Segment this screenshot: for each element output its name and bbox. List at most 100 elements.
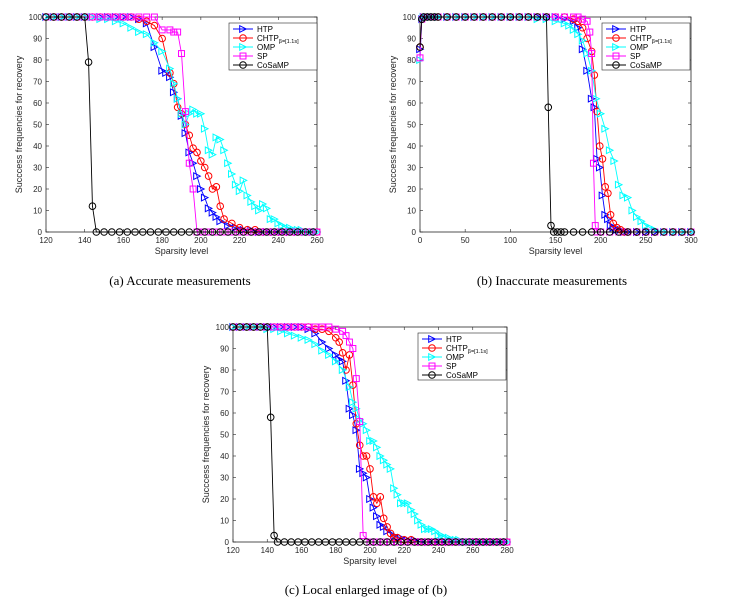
data-point — [373, 499, 381, 508]
data-point — [595, 142, 604, 150]
y-tick-label: 60 — [33, 99, 42, 108]
data-point — [170, 28, 178, 36]
data-point — [335, 338, 343, 346]
legend-label: HTP — [446, 335, 462, 344]
data-point — [687, 228, 695, 236]
y-tick-label: 100 — [29, 13, 43, 22]
data-point — [311, 340, 320, 349]
data-point — [286, 228, 294, 236]
data-point — [119, 13, 127, 21]
x-tick-label: 240 — [432, 546, 446, 555]
x-tick-label: 140 — [78, 236, 92, 245]
data-point — [304, 335, 313, 345]
legend-label: HTP — [257, 25, 273, 34]
data-point — [606, 211, 615, 219]
data-point — [524, 13, 533, 21]
data-point — [298, 323, 305, 331]
data-point — [216, 228, 225, 236]
data-point — [349, 398, 358, 407]
legend-marker — [612, 34, 620, 42]
data-point — [325, 350, 334, 360]
legend-marker — [612, 52, 620, 60]
data-point — [88, 13, 96, 21]
data-point — [646, 223, 655, 232]
y-tick-label: 20 — [407, 185, 416, 194]
y-axis-label: Succcess frequencies for recovery — [14, 55, 24, 193]
data-point — [452, 13, 460, 21]
data-point — [297, 333, 306, 342]
subfigure-caption: (b) Inaccurate measurements — [477, 273, 627, 288]
data-point — [208, 150, 217, 159]
data-point — [189, 105, 198, 114]
data-point — [208, 208, 217, 217]
data-point — [660, 228, 668, 236]
data-point — [633, 228, 641, 236]
legend-marker — [612, 24, 621, 34]
legend-marker — [428, 334, 437, 344]
data-point — [623, 193, 633, 202]
data-point — [284, 329, 293, 338]
data-point — [189, 185, 197, 193]
legend-marker — [428, 371, 436, 379]
data-point — [80, 13, 89, 21]
legend-label: OMP — [446, 353, 464, 362]
data-point — [610, 156, 619, 166]
data-point — [224, 159, 233, 168]
data-point — [369, 503, 378, 512]
data-point — [359, 452, 367, 460]
data-point — [583, 66, 592, 75]
data-point — [150, 21, 159, 30]
data-point — [588, 50, 596, 58]
y-tick-label: 0 — [38, 228, 43, 237]
y-tick-label: 0 — [412, 228, 417, 237]
data-point — [162, 228, 170, 236]
y-tick-label: 30 — [407, 164, 416, 173]
data-point — [423, 13, 432, 21]
y-tick-label: 40 — [33, 142, 42, 151]
x-tick-label: 300 — [684, 236, 698, 245]
data-point — [338, 365, 348, 375]
data-point — [200, 163, 209, 172]
data-point — [224, 228, 232, 236]
data-point — [200, 228, 209, 236]
data-point — [216, 202, 225, 210]
data-point — [235, 187, 244, 196]
x-tick-label: 180 — [155, 236, 169, 245]
data-point — [73, 13, 81, 21]
y-tick-label: 90 — [33, 35, 42, 44]
data-point — [239, 176, 248, 185]
data-point — [119, 19, 128, 28]
data-point — [579, 15, 587, 23]
data-point — [595, 163, 605, 172]
data-point — [557, 228, 565, 236]
data-point — [158, 34, 166, 43]
data-point — [104, 13, 112, 21]
data-point — [127, 13, 135, 21]
data-point — [158, 47, 167, 56]
data-point — [678, 228, 686, 236]
legend-label: CoSaMP — [257, 61, 289, 70]
data-point — [197, 157, 205, 165]
data-point — [497, 13, 506, 21]
y-tick-label: 40 — [407, 142, 416, 151]
data-point — [393, 490, 402, 499]
data-point — [416, 54, 424, 62]
data-point — [338, 349, 347, 357]
data-point — [197, 109, 206, 118]
data-point — [65, 13, 74, 21]
data-point — [311, 329, 320, 338]
data-point — [592, 94, 601, 103]
data-point — [166, 64, 175, 73]
x-tick-label: 250 — [639, 236, 653, 245]
y-tick-label: 10 — [220, 517, 229, 526]
y-tick-label: 70 — [33, 78, 42, 87]
data-point — [88, 202, 97, 210]
data-point — [262, 204, 272, 213]
data-point — [239, 228, 248, 236]
data-point — [383, 523, 391, 531]
data-point — [561, 13, 569, 21]
data-point — [637, 217, 646, 226]
y-tick-label: 50 — [220, 431, 229, 440]
